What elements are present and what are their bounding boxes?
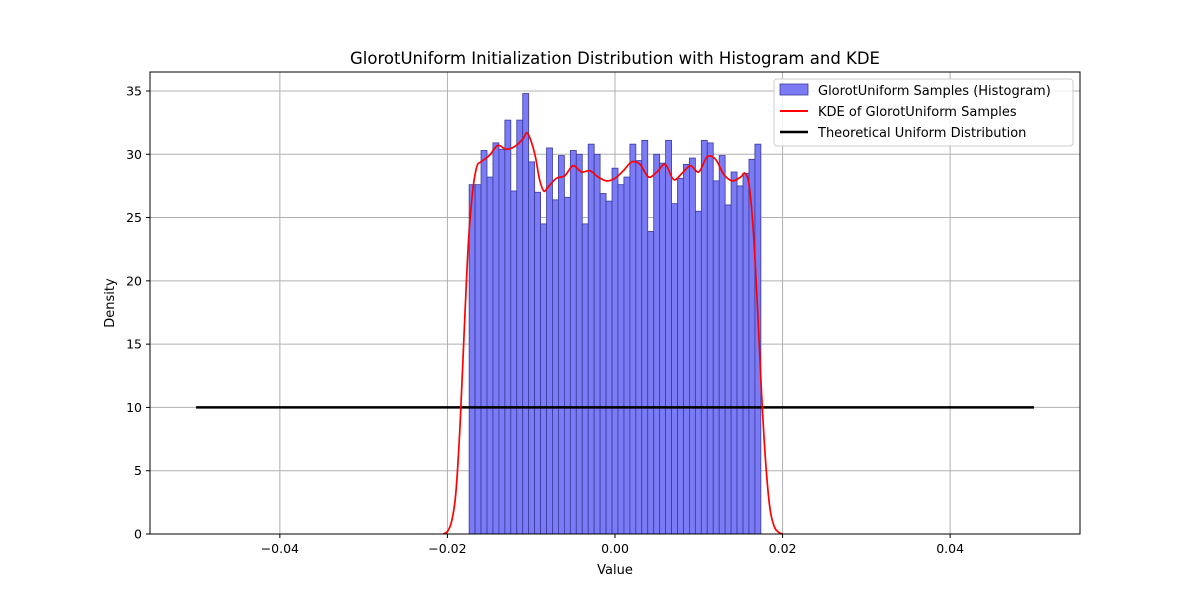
histogram-bar: [498, 148, 506, 535]
histogram-bar: [569, 150, 577, 535]
histogram-bar: [492, 142, 500, 535]
histogram-bar: [587, 143, 595, 535]
series-lines: [196, 131, 1034, 535]
histogram-bar: [742, 172, 750, 535]
y-tick-label: 30: [126, 147, 142, 162]
x-axis-label: Value: [597, 563, 633, 578]
x-tick-label: −0.02: [428, 541, 466, 556]
y-axis-ticks: 0 5 10 15 20 25 30 35: [126, 83, 150, 542]
histogram-bar: [659, 162, 667, 535]
histogram-bar: [689, 157, 696, 535]
histogram-bar: [706, 142, 714, 535]
histogram-bar: [593, 153, 601, 535]
histogram-bar: [575, 153, 583, 535]
histogram-bar: [534, 191, 541, 535]
histogram-bar: [724, 204, 732, 535]
legend-label-kde: KDE of GlorotUniform Samples: [818, 105, 1017, 120]
histogram-bar: [468, 184, 476, 535]
x-tick-label: −0.04: [261, 541, 299, 556]
histogram-bar: [474, 184, 482, 535]
histogram-bar: [617, 184, 625, 535]
x-tick-label: 0.00: [601, 541, 629, 556]
histogram-bar: [611, 167, 619, 535]
histogram-bar: [558, 155, 565, 535]
y-tick-label: 0: [134, 527, 142, 542]
legend-swatch-histogram: [779, 83, 809, 96]
histogram-bar: [700, 139, 708, 535]
legend-label-theoretical: Theoretical Uniform Distribution: [817, 126, 1026, 141]
histogram-bar: [629, 143, 637, 535]
kde-line: [442, 131, 783, 535]
histogram-bar: [671, 203, 678, 535]
histogram-bar: [694, 210, 702, 535]
histogram-bars: [468, 93, 762, 535]
histogram-bar: [754, 143, 762, 535]
histogram-bar: [563, 196, 571, 535]
histogram-bar: [540, 223, 547, 535]
histogram-bar: [718, 155, 726, 535]
histogram-bar: [581, 223, 589, 535]
histogram-bar: [677, 177, 684, 535]
histogram-bar: [552, 199, 559, 535]
histogram-bar: [486, 176, 494, 535]
histogram-bar: [635, 160, 643, 535]
histogram-bar: [516, 119, 524, 535]
x-tick-label: 0.02: [769, 541, 797, 556]
histogram-bar: [546, 147, 553, 535]
histogram-bar: [730, 171, 738, 535]
histogram-bar: [653, 153, 661, 535]
legend-box: [773, 78, 1074, 147]
histogram-bar: [712, 180, 720, 535]
y-tick-label: 10: [126, 400, 142, 415]
histogram-bar: [665, 139, 672, 535]
x-axis-ticks: −0.04 −0.02 0.00 0.02 0.04: [261, 534, 964, 556]
histogram-bar: [599, 193, 607, 535]
histogram-bar: [510, 190, 518, 535]
chart-title: GlorotUniform Initialization Distributio…: [350, 49, 880, 68]
x-tick-label: 0.04: [936, 541, 964, 556]
histogram-bar: [736, 185, 744, 535]
histogram-bar: [647, 231, 655, 535]
histogram-bar: [641, 139, 649, 535]
histogram-bar: [683, 163, 690, 535]
histogram-bar: [480, 150, 488, 535]
y-tick-label: 5: [134, 463, 142, 478]
y-tick-label: 20: [126, 273, 142, 288]
histogram-bar: [605, 200, 613, 535]
y-tick-label: 25: [126, 210, 142, 225]
histogram-bar: [504, 119, 512, 535]
y-tick-label: 35: [126, 83, 142, 98]
legend-label-histogram: GlorotUniform Samples (Histogram): [818, 84, 1051, 99]
histogram-bar: [522, 93, 530, 535]
histogram-bar: [528, 161, 536, 535]
y-axis-label: Density: [103, 278, 118, 328]
y-tick-label: 15: [126, 337, 142, 352]
legend: GlorotUniform Samples (Histogram) KDE of…: [773, 78, 1074, 147]
histogram-bar: [623, 176, 631, 535]
